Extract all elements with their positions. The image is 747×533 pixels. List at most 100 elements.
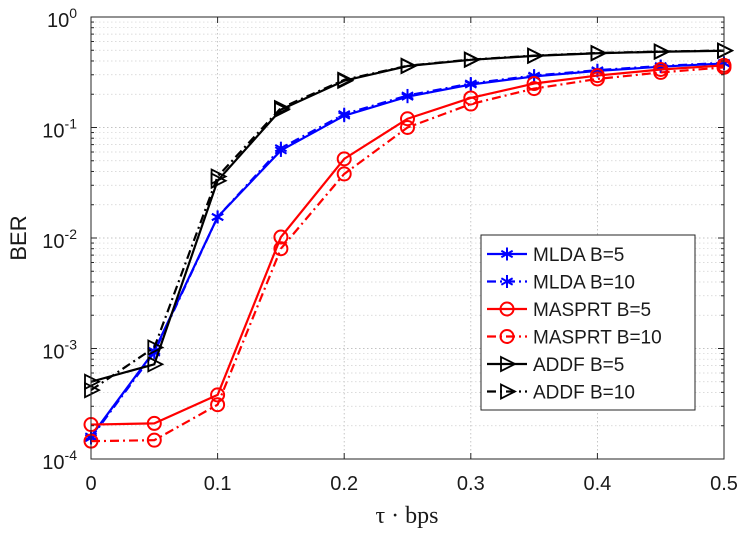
marker-triangle (590, 44, 608, 62)
data-point (464, 77, 477, 91)
marker-triangle (463, 51, 481, 69)
marker-circle (336, 166, 352, 182)
marker-triangle (147, 355, 165, 373)
legend-marker (500, 275, 514, 288)
legend-marker (499, 301, 515, 317)
x-tick-label: 0.2 (330, 473, 358, 495)
marker-circle (499, 329, 515, 344)
legend-label: MASPRT B=5 (533, 300, 651, 321)
marker-circle (210, 387, 226, 403)
data-point (210, 387, 226, 403)
data-point (463, 90, 479, 106)
legend-marker (500, 355, 518, 373)
y-tick-base: 10 (42, 231, 64, 253)
y-tick-label: 10-2 (42, 226, 77, 253)
legend-entry: MLDA B=10 (487, 273, 635, 294)
marker-circle (146, 432, 162, 448)
y-tick-base: 10 (42, 342, 64, 364)
marker-triangle (400, 57, 418, 75)
data-point (147, 355, 165, 373)
data-point (589, 71, 605, 87)
y-tick-label: 100 (47, 5, 77, 32)
marker-stroke (401, 91, 414, 100)
legend-entry: MASPRT B=5 (487, 300, 651, 321)
data-point (653, 64, 669, 80)
marker-circle (400, 120, 415, 135)
series-line (90, 49, 725, 392)
data-point (146, 415, 162, 431)
legend-marker (499, 329, 515, 344)
series-addf-b-10 (84, 42, 735, 399)
legend-entry: MLDA B=5 (487, 245, 624, 266)
legend-box (480, 234, 696, 411)
y-tick-exponent: 0 (69, 5, 77, 21)
marker-triangle (500, 355, 518, 373)
data-point (400, 111, 415, 127)
legend-label: ADDF B=10 (533, 383, 635, 404)
data-point (717, 42, 735, 60)
data-point (210, 397, 226, 413)
marker-triangle (717, 42, 735, 60)
marker-triangle (653, 43, 671, 60)
ticks (90, 16, 725, 460)
marker-stroke (274, 144, 288, 153)
y-tick-label: 10-1 (42, 116, 77, 143)
legend-label: MLDA B=5 (533, 245, 624, 266)
marker-triangle (500, 383, 518, 400)
y-tick-base: 10 (42, 452, 64, 474)
x-tick-label: 0.1 (204, 473, 232, 495)
marker-circle (526, 76, 542, 92)
y-tick-label: 10-3 (42, 337, 77, 364)
marker-stroke (464, 79, 477, 88)
marker-triangle (84, 373, 102, 391)
data-point (463, 51, 481, 69)
marker-circle (463, 96, 479, 112)
legend-label: MASPRT B=10 (533, 328, 662, 349)
marker-triangle (210, 168, 228, 185)
marker-triangle (527, 47, 545, 65)
x-axis-label: τ · bps (376, 503, 439, 529)
series-line (90, 66, 725, 443)
marker-circle (463, 90, 479, 106)
data-point (527, 47, 545, 65)
series-group (83, 42, 735, 449)
data-point (84, 373, 102, 391)
y-tick-exponent: -1 (65, 116, 78, 132)
data-point (273, 229, 289, 245)
data-point (463, 96, 479, 112)
marker-circle (653, 64, 669, 80)
data-point (146, 432, 162, 448)
data-point (273, 241, 289, 257)
y-tick-base: 10 (47, 10, 69, 32)
data-point (653, 43, 671, 60)
legend-label: ADDF B=5 (533, 355, 624, 376)
y-tick-base: 10 (42, 121, 64, 143)
data-point (210, 168, 228, 185)
marker-triangle (337, 71, 355, 89)
marker-circle (273, 241, 289, 257)
marker-circle (589, 71, 605, 87)
x-tick-label: 0 (85, 473, 96, 495)
marker-stroke (338, 110, 351, 119)
x-tick-label: 0.5 (710, 473, 738, 495)
marker-circle (336, 151, 352, 167)
data-point (526, 76, 542, 92)
data-point (336, 166, 352, 182)
x-tick-label: 0.4 (583, 473, 611, 495)
y-tick-exponent: -4 (65, 447, 78, 463)
marker-circle (499, 301, 515, 317)
marker-triangle (273, 99, 291, 117)
legend-entry: ADDF B=5 (487, 355, 624, 376)
legend-marker (500, 383, 518, 400)
data-point (337, 71, 355, 89)
y-tick-label: 10-4 (42, 447, 77, 474)
data-point (400, 57, 418, 75)
data-point (338, 107, 351, 121)
y-tick-exponent: -3 (65, 337, 78, 353)
marker-circle (146, 415, 162, 431)
marker-stroke (211, 212, 224, 222)
marker-stroke (500, 249, 514, 259)
marker-circle (400, 111, 415, 127)
data-point (526, 81, 542, 97)
